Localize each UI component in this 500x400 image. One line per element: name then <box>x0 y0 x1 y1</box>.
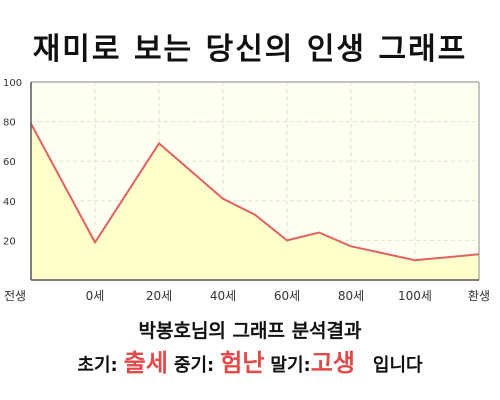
late-label: 말기: <box>270 355 311 376</box>
middle-label: 중기: <box>173 355 215 376</box>
early-label: 초기: <box>77 355 118 376</box>
x-tick-label: 100세 <box>398 289 432 303</box>
y-tick-label: 80 <box>3 118 16 129</box>
x-tick-label: 환생 <box>468 289 490 303</box>
y-tick-label: 40 <box>3 197 16 208</box>
chart-axes <box>30 81 480 281</box>
x-tick-label: 0세 <box>86 289 105 303</box>
x-tick-label: 20세 <box>146 289 172 303</box>
y-tick-labels: 20 40 60 80 100 <box>3 78 22 247</box>
x-tick-label: 전생 <box>4 289 26 303</box>
late-value: 고생 <box>310 349 355 377</box>
series-line <box>30 123 480 262</box>
analysis-result: 초기: 출세 중기: 험난 말기:고생 입니다 <box>0 346 500 383</box>
area-fill <box>31 123 479 280</box>
y-tick-label: 20 <box>3 236 16 247</box>
early-value: 출세 <box>123 349 168 377</box>
y-tick-label: 60 <box>3 157 16 168</box>
analysis-caption: 박봉호님의 그래프 분석결과 <box>138 320 362 342</box>
page-title: 재미로 보는 당신의 인생 그래프 <box>32 32 468 67</box>
x-tick-label: 80세 <box>338 289 364 303</box>
middle-value: 험난 <box>220 349 265 377</box>
x-tick-label: 40세 <box>210 289 236 303</box>
x-tick-labels: 전생 0세 20세 40세 60세 80세 100세 환생 <box>4 289 490 303</box>
x-tick-label: 60세 <box>274 289 300 303</box>
result-suffix: 입니다 <box>372 355 423 376</box>
y-tick-label: 100 <box>3 78 22 89</box>
